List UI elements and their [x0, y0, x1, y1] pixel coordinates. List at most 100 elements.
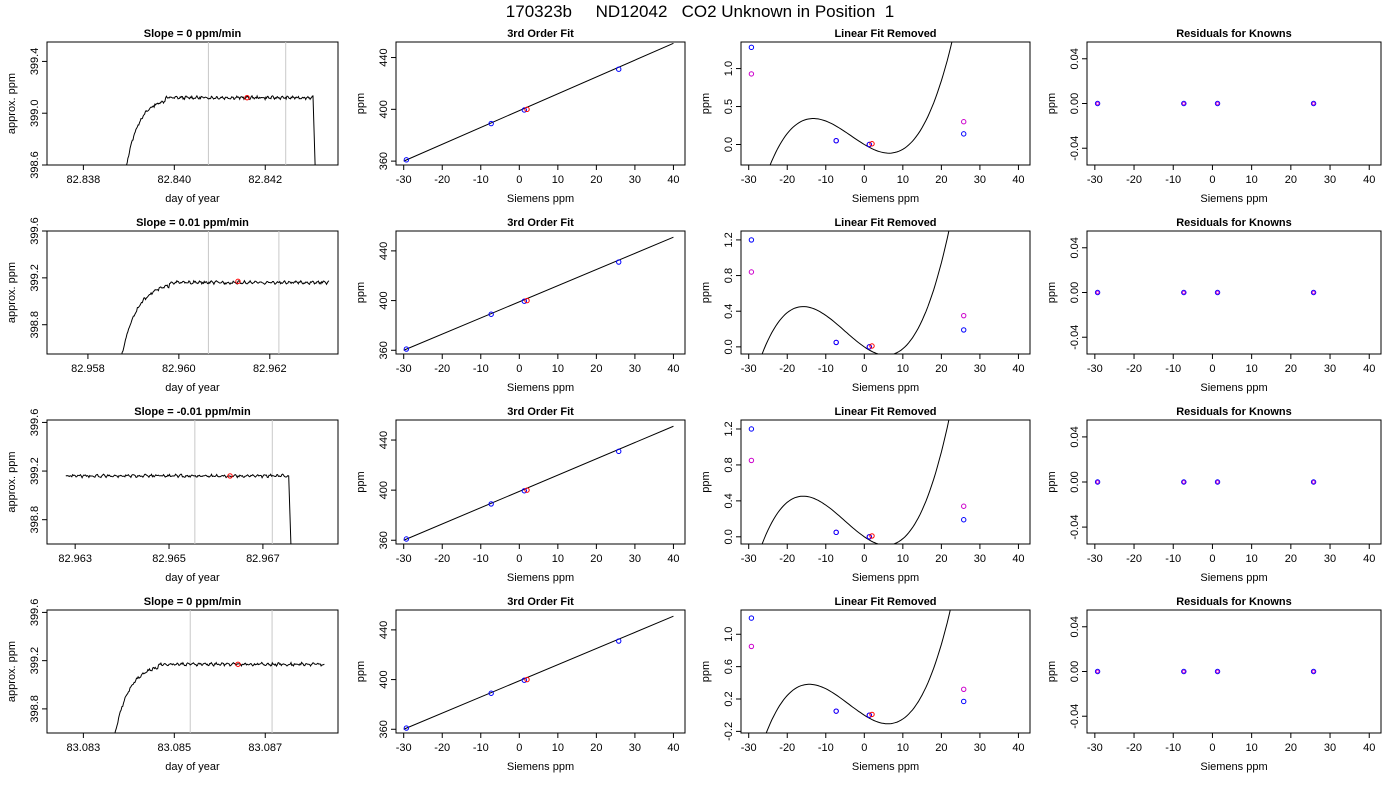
- x-tick-label: 82.960: [162, 363, 196, 375]
- x-tick-label: 30: [974, 742, 986, 754]
- x-tick-label: 20: [935, 553, 947, 565]
- residual-point-inner: [1311, 669, 1316, 674]
- residual-point: [1094, 100, 1101, 107]
- x-tick-label: 20: [590, 363, 602, 375]
- x-axis-label: day of year: [165, 761, 220, 773]
- figure-title: 170323b ND12042 CO2 Unknown in Position …: [505, 2, 895, 21]
- residual-point-inner: [1182, 290, 1186, 295]
- x-axis-label: Siemens ppm: [1200, 382, 1267, 394]
- linear-residual-point: [961, 686, 967, 693]
- panel-1-2: Linear Fit Removed Siemens ppm ppm -30 -20 -1…: [700, 217, 1031, 394]
- y-tick-label: -0.04: [1069, 704, 1081, 729]
- panel-title: 3rd Order Fit: [507, 406, 574, 418]
- x-tick-label: -30: [396, 174, 412, 186]
- x-tick-label: -20: [434, 363, 450, 375]
- panel-0-1: 3rd Order Fit Siemens ppm ppm -30 -20 -10 0 10 2…: [355, 28, 686, 205]
- plot-area: [748, 610, 967, 733]
- x-tick-label: -10: [473, 174, 489, 186]
- x-tick-label: -20: [1126, 363, 1142, 375]
- plot-area: [748, 231, 967, 354]
- x-tick-label: 82.838: [67, 174, 101, 186]
- x-tick-label: 10: [1246, 742, 1258, 754]
- x-tick-label: -20: [779, 553, 795, 565]
- plot-frame: [740, 230, 1031, 355]
- x-tick-label: 83.083: [67, 742, 101, 754]
- x-tick-label: 0: [1209, 174, 1215, 186]
- x-tick-label: -30: [1087, 363, 1103, 375]
- x-axis-label: Siemens ppm: [1200, 761, 1267, 773]
- residual-point: [1181, 668, 1187, 675]
- unknown-point: [524, 676, 530, 683]
- x-tick-label: -30: [1087, 553, 1103, 565]
- panel-1-0: Slope = 0.01 ppm/min day of year approx. p…: [6, 217, 339, 394]
- residual-point-inner: [1311, 480, 1316, 484]
- x-tick-label: 40: [1363, 553, 1375, 565]
- x-tick-label: 40: [1012, 553, 1024, 565]
- plot-area: [1094, 100, 1317, 107]
- y-tick-label: 0.8: [723, 268, 735, 283]
- plot-frame: [46, 609, 339, 734]
- panel-title: Slope = 0 ppm/min: [144, 596, 242, 608]
- y-axis-label: ppm: [1046, 661, 1058, 682]
- x-axis-label: Siemens ppm: [507, 382, 574, 394]
- residual-point-inner: [1311, 290, 1316, 295]
- panel-1-1: 3rd Order Fit Siemens ppm ppm -30 -20 -10 0 10 2…: [355, 217, 686, 394]
- plot-frame: [395, 41, 686, 166]
- x-tick-label: 0: [1209, 553, 1215, 565]
- linear-residual-point: [748, 457, 755, 464]
- plot-area: [125, 42, 316, 165]
- y-tick-label: 0.4: [723, 493, 735, 508]
- plot-frame: [1086, 609, 1382, 734]
- plot-area: [1094, 668, 1317, 675]
- y-tick-label: 360: [378, 531, 390, 549]
- unknown-point: [869, 343, 875, 349]
- sample-marker: [235, 278, 241, 285]
- plot-area: [65, 420, 292, 544]
- x-tick-label: -30: [741, 363, 757, 375]
- residual-point-inner: [1215, 669, 1220, 674]
- x-tick-label: 40: [667, 553, 679, 565]
- residual-point: [1214, 289, 1221, 296]
- y-tick-label: 0.0: [723, 339, 735, 354]
- y-tick-label: 360: [378, 152, 390, 170]
- y-tick-label: 440: [378, 48, 390, 66]
- y-tick-label: 400: [378, 670, 390, 688]
- panel-1-3: Residuals for Knowns Siemens ppm ppm -30 -20…: [1046, 217, 1382, 394]
- y-tick-label: 400: [378, 291, 390, 309]
- x-tick-label: 40: [1363, 174, 1375, 186]
- y-axis-label: approx. ppm: [6, 73, 18, 134]
- panel-title: Residuals for Knowns: [1176, 217, 1292, 229]
- known-point: [833, 339, 839, 346]
- y-tick-label: 399.2: [29, 264, 41, 292]
- x-tick-label: -10: [818, 742, 834, 754]
- residual-point: [1214, 100, 1221, 107]
- x-tick-label: 30: [629, 174, 641, 186]
- known-point: [833, 529, 839, 536]
- known-point: [403, 157, 410, 163]
- residual-point-inner: [1215, 290, 1220, 295]
- y-axis-label: ppm: [700, 282, 712, 303]
- y-tick-label: 399.2: [29, 457, 41, 485]
- known-point: [866, 712, 873, 718]
- y-tick-label: 398.8: [29, 695, 41, 723]
- plot-frame: [1086, 41, 1382, 166]
- residual-point: [1181, 100, 1187, 107]
- x-tick-label: 10: [897, 553, 909, 565]
- panel-title: Slope = -0.01 ppm/min: [134, 406, 251, 418]
- x-tick-label: -20: [779, 742, 795, 754]
- x-tick-label: -30: [741, 174, 757, 186]
- residual-point-inner: [1182, 669, 1186, 674]
- x-tick-label: 20: [1285, 553, 1297, 565]
- x-axis-label: Siemens ppm: [852, 193, 919, 205]
- y-tick-label: 0.00: [1069, 282, 1081, 303]
- y-axis-label: ppm: [355, 471, 367, 492]
- y-tick-label: 1.2: [723, 421, 735, 436]
- panel-title: Linear Fit Removed: [834, 217, 936, 229]
- known-point: [403, 346, 410, 352]
- x-tick-label: -20: [1126, 174, 1142, 186]
- linear-residual-point: [748, 71, 755, 77]
- x-tick-label: -10: [818, 174, 834, 186]
- y-tick-label: 360: [378, 720, 390, 738]
- y-tick-label: 0.04: [1069, 616, 1081, 637]
- panel-2-2: Linear Fit Removed Siemens ppm ppm -30 -20 -1…: [700, 406, 1031, 584]
